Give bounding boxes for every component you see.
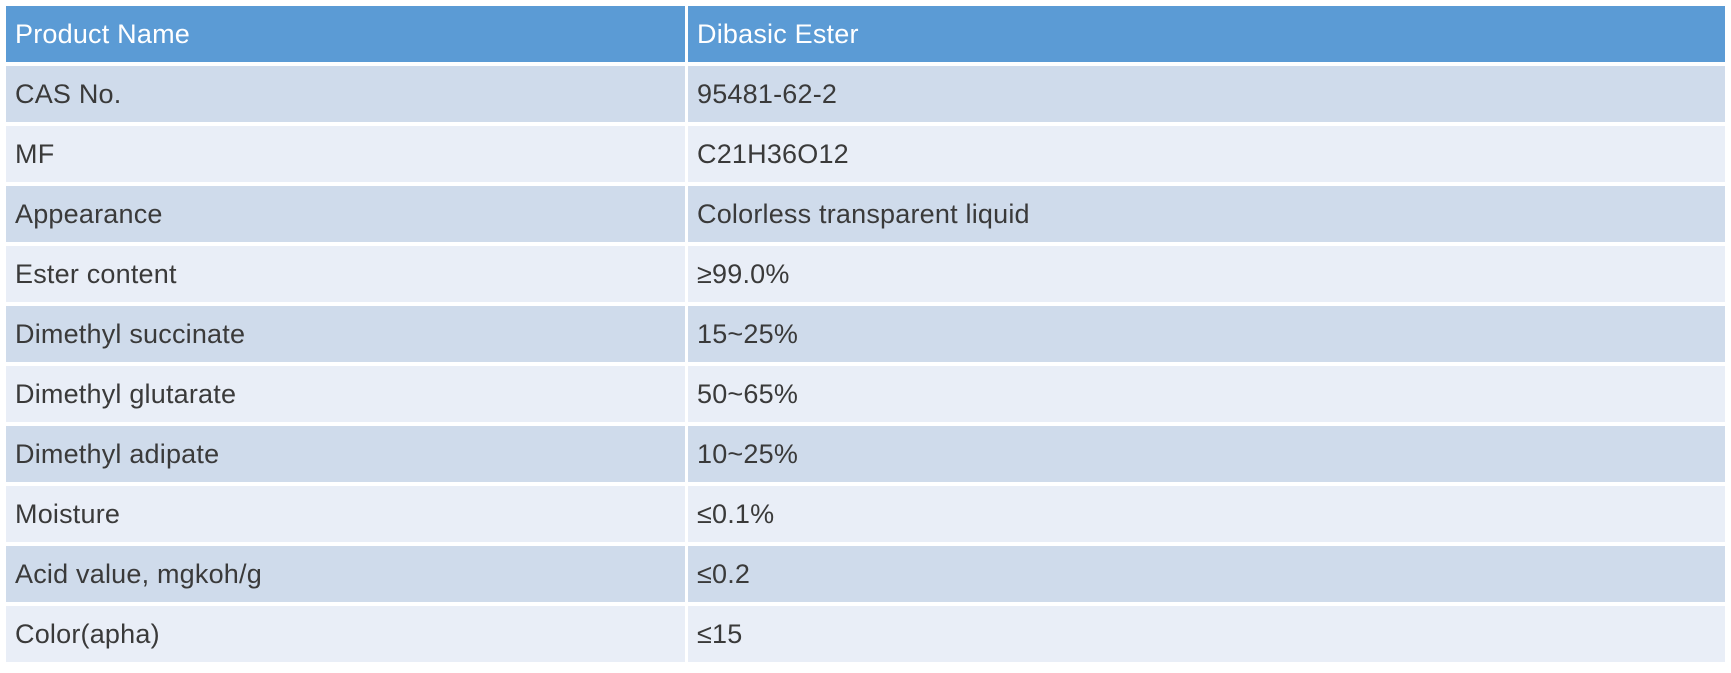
table-row-color-apha: Color(apha) ≤15 [6, 606, 1725, 662]
table-header-row: Product Name Dibasic Ester [6, 6, 1725, 62]
table-row-moisture: Moisture ≤0.1% [6, 486, 1725, 542]
row-label: Dimethyl glutarate [6, 366, 685, 422]
row-label: Moisture [6, 486, 685, 542]
row-label: Ester content [6, 246, 685, 302]
table-row-dimethyl-adipate: Dimethyl adipate 10~25% [6, 426, 1725, 482]
row-value: 95481-62-2 [688, 66, 1725, 122]
table-row-dimethyl-glutarate: Dimethyl glutarate 50~65% [6, 366, 1725, 422]
table-row-mf: MF C21H36O12 [6, 126, 1725, 182]
header-product-name-value: Dibasic Ester [688, 6, 1725, 62]
row-value: 15~25% [688, 306, 1725, 362]
row-value: ≤0.2 [688, 546, 1725, 602]
product-spec-table: Product Name Dibasic Ester CAS No. 95481… [3, 2, 1728, 666]
row-label: Acid value, mgkoh/g [6, 546, 685, 602]
table-row-dimethyl-succinate: Dimethyl succinate 15~25% [6, 306, 1725, 362]
row-label: Appearance [6, 186, 685, 242]
row-label: MF [6, 126, 685, 182]
row-label: CAS No. [6, 66, 685, 122]
row-value: ≤0.1% [688, 486, 1725, 542]
table-row-ester-content: Ester content ≥99.0% [6, 246, 1725, 302]
row-label: Dimethyl succinate [6, 306, 685, 362]
table-row-cas: CAS No. 95481-62-2 [6, 66, 1725, 122]
table-row-acid-value: Acid value, mgkoh/g ≤0.2 [6, 546, 1725, 602]
header-product-name-label: Product Name [6, 6, 685, 62]
table-row-appearance: Appearance Colorless transparent liquid [6, 186, 1725, 242]
row-value: 50~65% [688, 366, 1725, 422]
row-value: Colorless transparent liquid [688, 186, 1725, 242]
row-label: Color(apha) [6, 606, 685, 662]
row-value: C21H36O12 [688, 126, 1725, 182]
row-value: ≥99.0% [688, 246, 1725, 302]
row-value: 10~25% [688, 426, 1725, 482]
row-value: ≤15 [688, 606, 1725, 662]
row-label: Dimethyl adipate [6, 426, 685, 482]
